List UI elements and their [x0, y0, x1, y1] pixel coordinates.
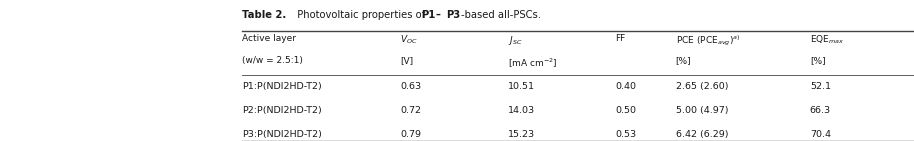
Text: [V]: [V] [400, 56, 413, 65]
Text: 14.03: 14.03 [507, 106, 535, 115]
Text: FF: FF [615, 34, 625, 43]
Text: P2:P(NDI2HD-T2): P2:P(NDI2HD-T2) [242, 106, 322, 115]
Text: 0.50: 0.50 [615, 106, 636, 115]
Text: 0.40: 0.40 [615, 82, 636, 91]
Text: Active layer: Active layer [242, 34, 296, 43]
Text: Photovoltaic properties of: Photovoltaic properties of [292, 10, 429, 20]
Text: [%]: [%] [810, 56, 825, 65]
Text: 0.79: 0.79 [400, 130, 421, 139]
Text: –: – [436, 10, 441, 20]
Text: 70.4: 70.4 [810, 130, 831, 139]
Text: $J_{SC}$: $J_{SC}$ [507, 34, 522, 47]
Text: 6.42 (6.29): 6.42 (6.29) [675, 130, 728, 139]
Text: 0.53: 0.53 [615, 130, 636, 139]
Text: [mA cm$^{-2}$]: [mA cm$^{-2}$] [507, 56, 557, 70]
Text: P3: P3 [446, 10, 461, 20]
Text: PCE (PCE$_{avg}$)$^{a)}$: PCE (PCE$_{avg}$)$^{a)}$ [675, 34, 740, 48]
Text: 2.65 (2.60): 2.65 (2.60) [675, 82, 728, 91]
Text: P3:P(NDI2HD-T2): P3:P(NDI2HD-T2) [242, 130, 322, 139]
Text: 66.3: 66.3 [810, 106, 831, 115]
Text: P1: P1 [421, 10, 435, 20]
Text: (w/w = 2.5:1): (w/w = 2.5:1) [242, 56, 303, 65]
Text: -based all-PSCs.: -based all-PSCs. [462, 10, 541, 20]
Text: 15.23: 15.23 [507, 130, 535, 139]
Text: P1:P(NDI2HD-T2): P1:P(NDI2HD-T2) [242, 82, 322, 91]
Text: 10.51: 10.51 [507, 82, 535, 91]
Text: $V_{OC}$: $V_{OC}$ [400, 34, 418, 46]
Text: EQE$_{max}$: EQE$_{max}$ [810, 34, 845, 46]
Text: 52.1: 52.1 [810, 82, 831, 91]
Text: 0.63: 0.63 [400, 82, 421, 91]
Text: [%]: [%] [675, 56, 691, 65]
Text: Table 2.: Table 2. [242, 10, 286, 20]
Text: 5.00 (4.97): 5.00 (4.97) [675, 106, 728, 115]
Text: 0.72: 0.72 [400, 106, 421, 115]
